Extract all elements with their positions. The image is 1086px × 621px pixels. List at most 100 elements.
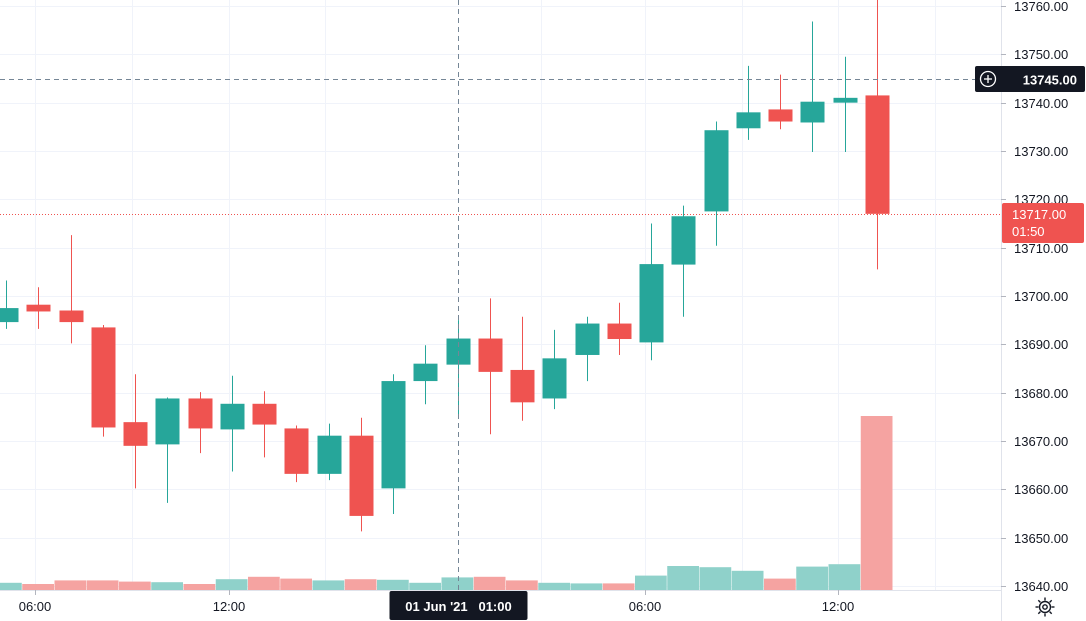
volume-bar xyxy=(215,579,248,590)
candle xyxy=(478,298,503,435)
candle xyxy=(833,56,858,152)
price-tick-label: 13680.00 xyxy=(1014,386,1068,401)
candle-body xyxy=(542,358,567,399)
price-tick-label: 13750.00 xyxy=(1014,47,1068,62)
add-alert-icon[interactable] xyxy=(979,70,997,88)
volume-bar xyxy=(796,566,828,590)
volume-bar xyxy=(635,575,667,590)
candle xyxy=(91,325,116,437)
candle-body xyxy=(639,264,664,343)
candle-body xyxy=(155,398,180,445)
crosshair-price-label: 13745.00 xyxy=(975,66,1085,92)
candle-body xyxy=(220,403,245,430)
time-tick-label: 12:00 xyxy=(213,599,246,614)
volume-bar xyxy=(506,580,538,590)
volume-bar xyxy=(828,564,861,590)
candle-body xyxy=(317,435,342,474)
candle xyxy=(155,397,180,503)
volume-bar xyxy=(409,582,441,590)
time-tick-label: 06:00 xyxy=(629,599,662,614)
price-axis: 13760.0013750.0013740.0013730.0013720.00… xyxy=(1001,0,1068,594)
last-price-value: 13717.00 xyxy=(1012,207,1066,222)
candle xyxy=(575,316,600,382)
volume-bar xyxy=(667,566,699,590)
candle xyxy=(736,65,761,140)
volume-bar xyxy=(860,416,893,590)
candle xyxy=(768,74,793,130)
candle xyxy=(284,425,309,483)
price-tick-label: 13640.00 xyxy=(1014,579,1068,594)
volume-bar xyxy=(441,577,474,590)
candle xyxy=(639,223,664,361)
candle-body xyxy=(865,95,890,214)
candle xyxy=(349,417,374,532)
candle-body xyxy=(768,109,793,122)
price-tick-label: 13740.00 xyxy=(1014,96,1068,111)
candle xyxy=(671,205,696,317)
volume-bar xyxy=(22,584,54,590)
candle-body xyxy=(123,422,148,446)
candle-body xyxy=(736,112,761,129)
price-tick-label: 13710.00 xyxy=(1014,241,1068,256)
volume-bar xyxy=(764,578,796,590)
volume-bar xyxy=(0,582,22,590)
candle xyxy=(381,374,406,514)
crosshair xyxy=(0,0,1001,590)
candle-body xyxy=(833,97,858,103)
volume-bar xyxy=(280,578,312,590)
candle xyxy=(542,329,567,410)
time-axis: 06:00 12:00 06:00 12:00 xyxy=(19,590,855,614)
volume-bar xyxy=(377,579,409,590)
candle-body xyxy=(575,323,600,355)
volume-bar xyxy=(570,583,603,590)
candle-body xyxy=(91,327,116,428)
time-tick-label: 06:00 xyxy=(19,599,52,614)
candles xyxy=(0,0,890,532)
volume-bar xyxy=(151,582,183,590)
candle-body xyxy=(671,216,696,265)
candle xyxy=(220,375,245,472)
price-tick-label: 13650.00 xyxy=(1014,531,1068,546)
volume-bar xyxy=(248,576,280,590)
volume-bar xyxy=(312,580,345,590)
candle-body xyxy=(349,435,374,516)
candle xyxy=(26,287,51,329)
candle xyxy=(317,423,342,481)
grid-lines xyxy=(0,0,1001,590)
candle xyxy=(0,280,19,329)
volume-bar xyxy=(86,580,119,590)
candle xyxy=(865,0,890,270)
volume-bar xyxy=(344,579,377,590)
price-tick-label: 13700.00 xyxy=(1014,289,1068,304)
candle-body xyxy=(478,338,503,372)
candle-body xyxy=(413,363,438,382)
last-price-label: 13717.00 01:50 xyxy=(1002,203,1084,243)
price-tick-label: 13730.00 xyxy=(1014,144,1068,159)
volume-bar xyxy=(699,567,732,590)
candle xyxy=(800,21,825,152)
volume-bar xyxy=(119,581,151,590)
candle xyxy=(252,391,277,458)
candle-body xyxy=(510,369,535,403)
candle-body xyxy=(704,130,729,212)
candle xyxy=(59,235,84,344)
volume-bar xyxy=(54,580,87,590)
candle-body xyxy=(26,304,51,312)
candle-body xyxy=(284,428,309,474)
candle xyxy=(188,392,213,454)
crosshair-price-value: 13745.00 xyxy=(1023,73,1077,88)
candle xyxy=(413,345,438,405)
candle-body xyxy=(59,310,84,323)
price-tick-label: 13660.00 xyxy=(1014,482,1068,497)
candle xyxy=(510,316,535,421)
crosshair-time-value: 01 Jun '21 01:00 xyxy=(405,599,511,614)
volume-bar xyxy=(731,570,764,590)
candle-body xyxy=(188,398,213,429)
volume-bar xyxy=(183,584,216,590)
volume-bars xyxy=(0,416,893,590)
time-tick-label: 12:00 xyxy=(822,599,855,614)
candle xyxy=(607,302,632,355)
settings-gear-icon[interactable] xyxy=(1032,594,1058,620)
candle xyxy=(704,121,729,246)
